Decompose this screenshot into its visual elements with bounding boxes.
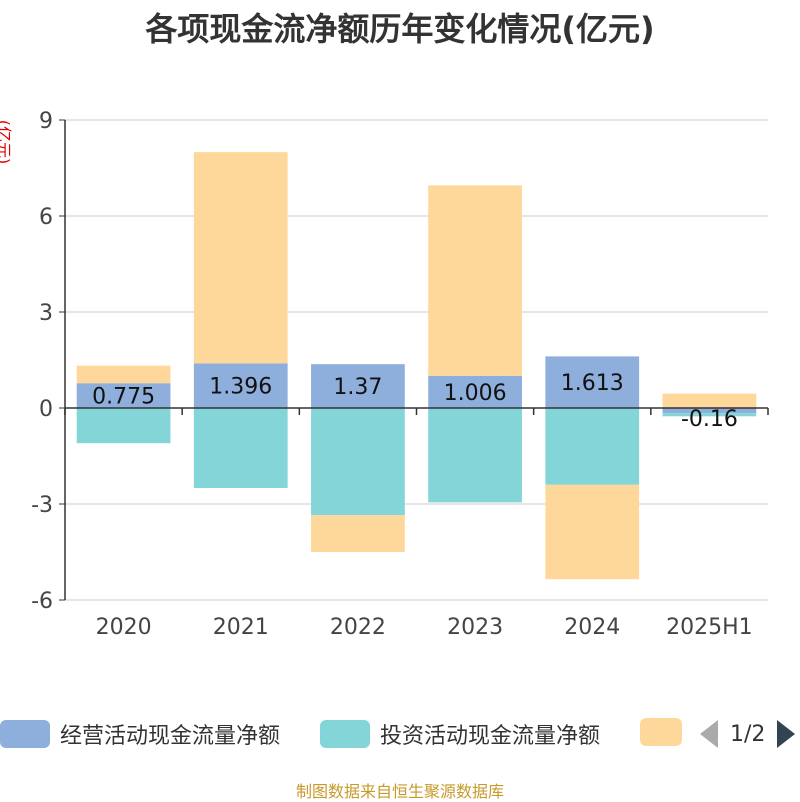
bar-financing-2023 [428, 185, 522, 376]
bar-operating-2024 [545, 356, 640, 408]
data-label-operating: 1.396 [209, 375, 272, 400]
x-tick-label: 2022 [330, 615, 386, 640]
bar-investing-2020 [76, 408, 171, 444]
y-tick-label: 9 [39, 109, 53, 134]
bar-investing-2024 [545, 408, 640, 485]
legend-item-financing[interactable] [640, 718, 682, 746]
data-label-operating: -0.16 [681, 407, 738, 432]
legend-label-operating: 经营活动现金流量净额 [60, 724, 281, 749]
data-label-operating: 1.37 [333, 375, 382, 400]
bar-financing-2020 [76, 365, 171, 384]
legend-swatch-investing [320, 720, 370, 748]
legend: 经营活动现金流量净额 投资活动现金流量净额 1/2 [0, 712, 800, 756]
x-tick-label: 2024 [564, 615, 620, 640]
y-tick-label: -3 [31, 493, 53, 518]
legend-swatch-financing [640, 718, 682, 746]
bar-operating-2020 [76, 383, 171, 408]
x-tick-label: 2021 [213, 615, 269, 640]
x-tick-label: 2020 [96, 615, 152, 640]
y-tick-label: 6 [39, 205, 53, 230]
y-tick-label: -6 [31, 589, 53, 614]
data-source-note: 制图数据来自恒生聚源数据库 [295, 782, 504, 801]
stacked-bar-chart: -6 -3 0 3 6 9 2020 2021 2022 2023 2024 2025H1 0.775 1… [31, 109, 769, 640]
y-tick-label: 3 [39, 301, 53, 326]
bar-financing-2022 [311, 515, 405, 552]
bar-investing-2025H1 [662, 413, 757, 417]
bar-financing-2021 [193, 152, 288, 364]
bar-investing-2022 [311, 408, 405, 516]
bar-operating-2023 [428, 375, 522, 408]
legend-item-investing[interactable]: 投资活动现金流量净额 [320, 718, 600, 750]
bar-financing-2024 [545, 484, 640, 580]
legend-item-operating[interactable]: 经营活动现金流量净额 [0, 718, 280, 750]
bar-operating-2022 [311, 364, 405, 408]
data-label-operating: 1.613 [561, 371, 624, 396]
bar-financing-2025H1 [662, 393, 757, 408]
x-tick-label: 2025H1 [666, 615, 753, 640]
legend-swatch-operating [0, 720, 50, 748]
data-label-operating: 0.775 [92, 385, 155, 410]
bar-investing-2023 [428, 408, 522, 503]
legend-pager: 1/2 [700, 716, 796, 752]
bar-operating-2025H1 [662, 408, 757, 414]
data-label-operating: 1.006 [444, 381, 507, 406]
legend-label-investing: 投资活动现金流量净额 [380, 724, 601, 749]
legend-next-page-icon[interactable] [777, 720, 796, 748]
legend-prev-page-icon[interactable] [700, 720, 718, 748]
x-tick-label: 2023 [447, 615, 503, 640]
chart-title: 各项现金流净额历年变化情况(亿元) [145, 10, 655, 48]
bar-investing-2021 [193, 408, 288, 488]
y-tick-label: 0 [39, 397, 53, 422]
bar-operating-2021 [193, 363, 288, 408]
legend-page-indicator: 1/2 [730, 721, 766, 747]
